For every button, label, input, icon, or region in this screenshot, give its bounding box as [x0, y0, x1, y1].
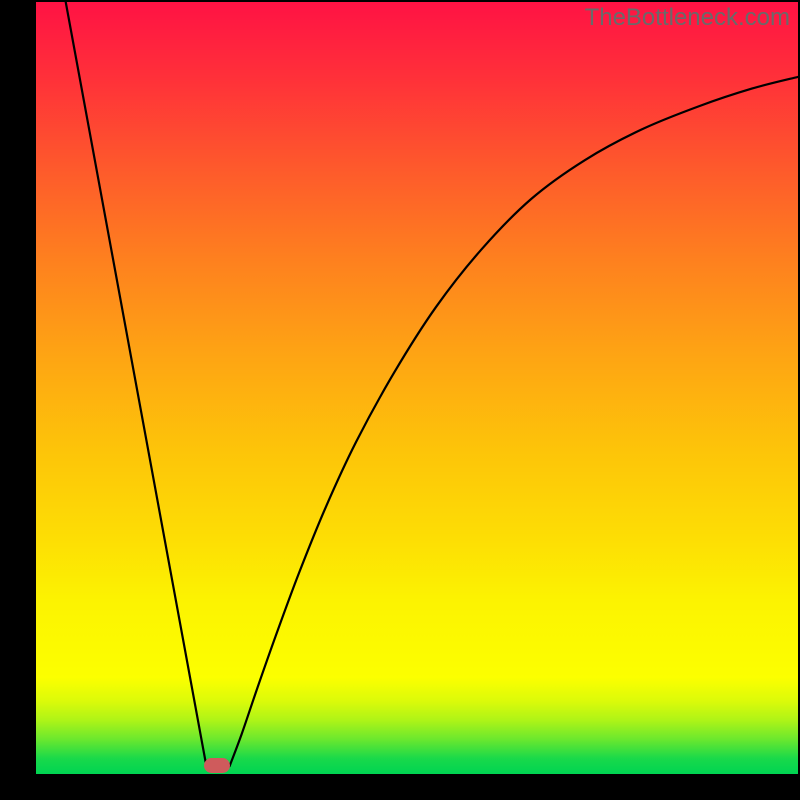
bottleneck-curve — [36, 2, 798, 774]
plot-area — [36, 2, 798, 774]
chart-container: TheBottleneck.com — [0, 0, 800, 800]
optimal-point-marker — [204, 758, 230, 773]
watermark-text: TheBottleneck.com — [585, 4, 790, 32]
